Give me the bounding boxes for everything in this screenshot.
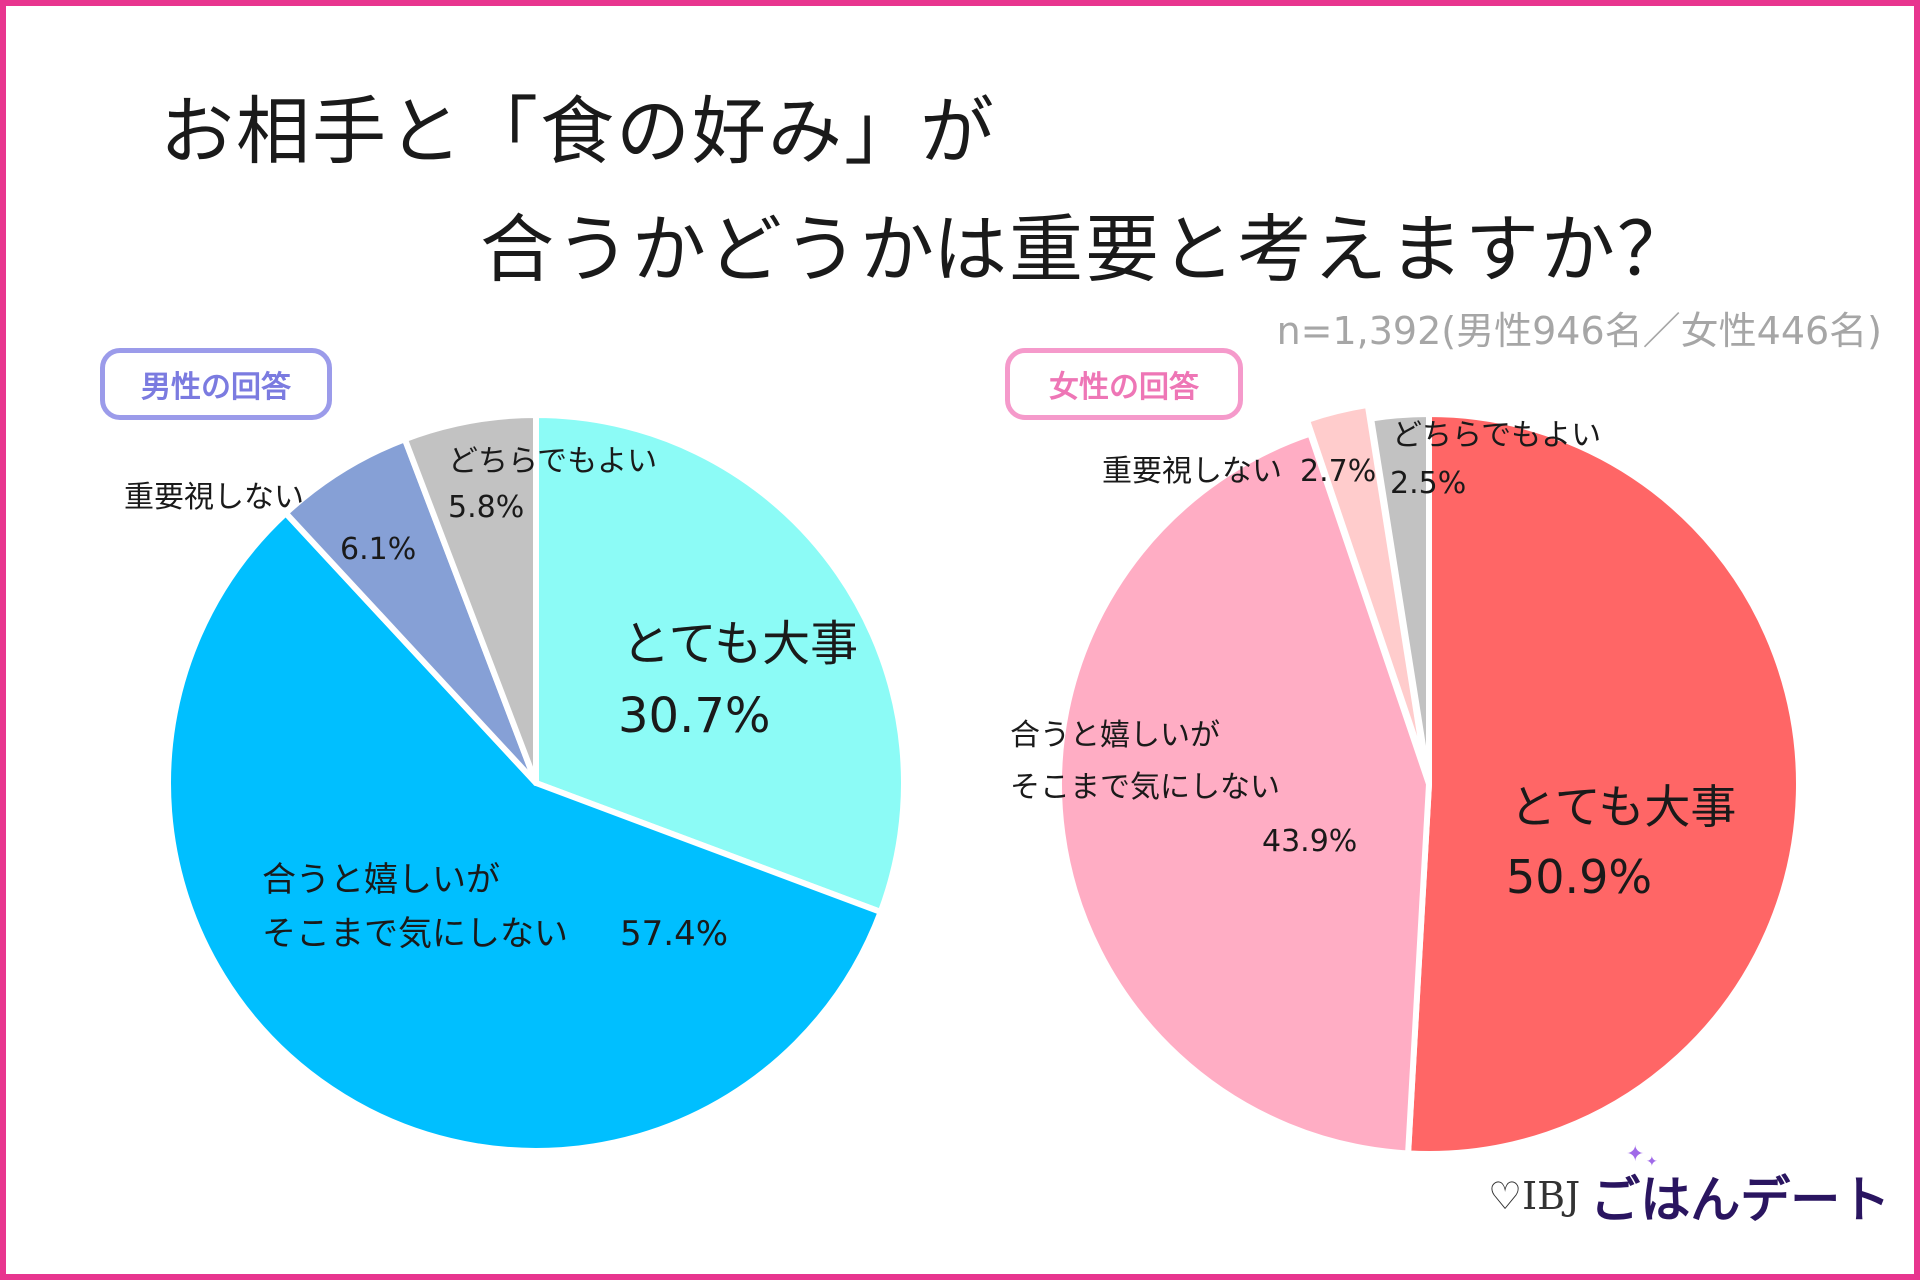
female-pie-slice-4 xyxy=(1368,411,1432,787)
female-value-nice-if-match: 43.9% xyxy=(1262,824,1358,859)
male-label-nice-if-match-line2: そこまで気にしない xyxy=(262,914,568,954)
ibj-gohan-date-logo: ♡ IBJ ごはんデート ✦ ✦ xyxy=(1488,1142,1891,1232)
female-label-not-important: 重要視しない xyxy=(1102,454,1282,489)
male-pie-slice-1 xyxy=(533,412,907,915)
male-label-nice-if-match-line1: 合うと嬉しいが xyxy=(262,860,500,900)
chart-title-line2: 合うかどうかは重要と考えますか？ xyxy=(480,207,1694,293)
male-pie-slice-2 xyxy=(165,510,884,1154)
heart-outline-icon: ♡ xyxy=(1488,1174,1523,1218)
male-answers-badge: 男性の回答 xyxy=(100,348,332,420)
female-label-nice-if-match-line1: 合うと嬉しいが xyxy=(1010,718,1220,753)
male-value-either-is-fine: 5.8% xyxy=(448,490,525,525)
female-value-either-is-fine: 2.5% xyxy=(1390,466,1467,501)
female-pie-slice-3 xyxy=(1303,401,1429,774)
female-label-nice-if-match-line2: そこまで気にしない xyxy=(1010,770,1280,805)
male-pie-slice-4 xyxy=(401,412,539,786)
sample-size-note: n=1,392(男性946名／女性446名) xyxy=(1276,309,1882,353)
female-value-not-important: 2.7% xyxy=(1300,454,1377,489)
male-value-not-important: 6.1% xyxy=(340,532,417,567)
chart-title-line1: お相手と「食の好み」が xyxy=(160,89,996,175)
male-label-very-important: とても大事 xyxy=(622,616,859,672)
female-pie-slice-1 xyxy=(1405,411,1802,1157)
sparkle-small-icon: ✦ xyxy=(1646,1154,1658,1170)
female-value-very-important: 50.9% xyxy=(1506,850,1653,904)
male-label-not-important: 重要視しない xyxy=(124,480,304,515)
female-label-very-important: とても大事 xyxy=(1510,780,1737,834)
female-pie-slice-2 xyxy=(1056,430,1432,1157)
male-value-nice-if-match: 57.4% xyxy=(620,914,729,954)
male-label-either-is-fine: どちらでもよい xyxy=(448,444,658,479)
logo-ibj-text: IBJ xyxy=(1522,1174,1581,1218)
female-label-either-is-fine: どちらでもよい xyxy=(1392,418,1602,453)
female-answers-badge: 女性の回答 xyxy=(1005,348,1243,420)
sparkle-icon: ✦ xyxy=(1626,1142,1645,1167)
male-value-very-important: 30.7% xyxy=(618,688,771,744)
logo-brand-text: ごはんデート xyxy=(1590,1171,1891,1229)
